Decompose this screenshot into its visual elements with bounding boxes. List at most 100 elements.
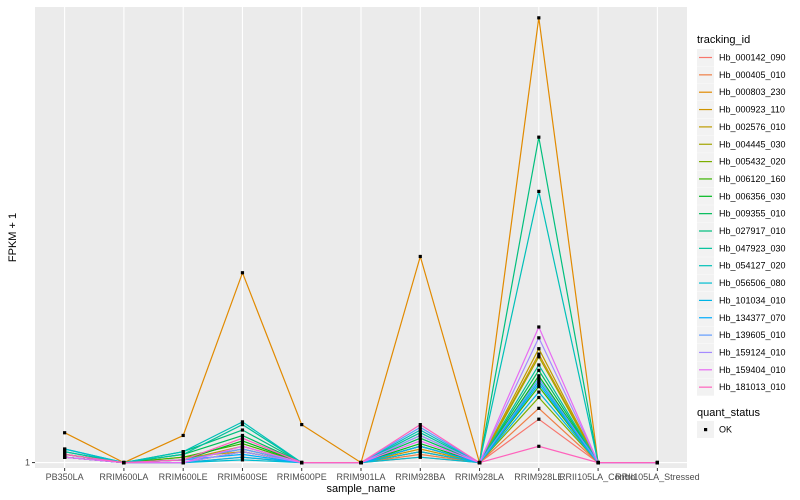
legend-label: Hb_159404_010 bbox=[719, 365, 786, 375]
data-point bbox=[181, 450, 185, 454]
y-axis-title: FPKM + 1 bbox=[7, 213, 19, 262]
data-point bbox=[537, 406, 541, 410]
data-point bbox=[596, 460, 600, 465]
legend-label: Hb_005432_020 bbox=[719, 157, 786, 167]
data-point bbox=[181, 452, 185, 457]
data-point bbox=[240, 423, 245, 427]
legend-label: Hb_056506_080 bbox=[719, 278, 786, 288]
legend-label: Hb_004445_030 bbox=[719, 139, 786, 149]
data-point bbox=[63, 431, 67, 435]
data-point bbox=[240, 271, 245, 275]
data-point bbox=[537, 374, 541, 378]
data-point bbox=[537, 325, 541, 329]
data-point bbox=[240, 455, 245, 459]
legend-label: Hb_054127_020 bbox=[719, 261, 786, 271]
legend-label: Hb_159124_010 bbox=[719, 347, 786, 357]
data-point bbox=[537, 336, 541, 340]
x-tick-label: RRII105LA_Stressed bbox=[615, 472, 700, 482]
legend-title: tracking_id bbox=[697, 34, 750, 46]
data-point bbox=[359, 460, 363, 465]
x-tick-label: RRIM600PE bbox=[277, 472, 327, 482]
data-point bbox=[418, 436, 422, 440]
data-point bbox=[240, 452, 245, 457]
data-point bbox=[418, 452, 422, 457]
data-point bbox=[418, 439, 422, 443]
y-axis-ticks: 1 bbox=[25, 458, 35, 468]
data-point bbox=[418, 428, 422, 432]
legend-label: Hb_181013_010 bbox=[719, 382, 786, 392]
data-point bbox=[240, 436, 245, 440]
data-point bbox=[537, 417, 541, 421]
data-point bbox=[537, 444, 541, 448]
data-point bbox=[418, 431, 422, 435]
data-point bbox=[537, 385, 541, 389]
data-point bbox=[240, 439, 245, 443]
legend-label: Hb_006120_160 bbox=[719, 174, 786, 184]
point-legend-items: OK bbox=[697, 421, 732, 438]
data-point bbox=[418, 450, 422, 454]
data-point bbox=[300, 460, 304, 465]
data-point bbox=[537, 395, 541, 400]
data-point bbox=[537, 376, 541, 381]
data-point bbox=[537, 379, 541, 383]
x-tick-label: RRII105LA_Control bbox=[559, 472, 637, 482]
x-axis-title: sample_name bbox=[326, 483, 395, 495]
point-legend-title: quant_status bbox=[697, 407, 760, 419]
data-point bbox=[477, 460, 482, 465]
data-point bbox=[418, 447, 422, 451]
data-point bbox=[122, 460, 126, 465]
legend-label: Hb_134377_070 bbox=[719, 313, 786, 323]
data-point bbox=[537, 390, 541, 394]
data-point bbox=[63, 452, 67, 457]
data-point bbox=[418, 433, 422, 438]
data-point bbox=[240, 428, 245, 432]
legend-label: Hb_006356_030 bbox=[719, 191, 786, 201]
y-tick-label: 1 bbox=[25, 458, 30, 468]
data-point bbox=[537, 363, 541, 367]
data-point bbox=[181, 433, 185, 438]
data-point bbox=[240, 447, 245, 451]
data-point bbox=[537, 368, 541, 372]
data-point bbox=[418, 441, 422, 446]
data-point bbox=[240, 433, 245, 438]
data-point bbox=[240, 444, 245, 448]
legend-label: Hb_002576_010 bbox=[719, 122, 786, 132]
x-tick-label: PB350LA bbox=[46, 472, 84, 482]
data-point bbox=[181, 460, 185, 465]
x-tick-label: RRIM600SE bbox=[217, 472, 267, 482]
x-tick-label: RRIM928LA bbox=[455, 472, 504, 482]
data-point bbox=[240, 420, 245, 424]
data-point bbox=[537, 352, 541, 356]
legend-label: Hb_101034_010 bbox=[719, 295, 786, 305]
x-tick-label: RRIM600LE bbox=[159, 472, 208, 482]
data-point bbox=[63, 455, 67, 459]
data-point bbox=[418, 423, 422, 427]
data-point bbox=[537, 382, 541, 386]
data-point bbox=[537, 135, 541, 139]
x-axis-ticks: PB350LA RRIM600LA RRIM600LE RRIM600SE RRIM60… bbox=[46, 468, 700, 482]
data-point bbox=[240, 458, 245, 462]
x-tick-label: RRIM600LA bbox=[99, 472, 148, 482]
legend-label: Hb_000923_110 bbox=[719, 105, 785, 115]
legend-label: Hb_000142_090 bbox=[719, 53, 786, 63]
data-point bbox=[63, 447, 67, 451]
data-point bbox=[300, 423, 304, 427]
data-point bbox=[63, 450, 67, 454]
legend: tracking_id Hb_000142_090 Hb_000405_010 Hb… bbox=[697, 34, 786, 438]
data-point bbox=[418, 444, 422, 448]
data-point bbox=[418, 254, 422, 259]
legend-label: Hb_000405_010 bbox=[719, 70, 786, 80]
legend-label: Hb_139605_010 bbox=[719, 330, 786, 340]
legend-items: Hb_000142_090 Hb_000405_010 Hb_000803_230 H… bbox=[697, 49, 786, 396]
data-point bbox=[240, 441, 245, 446]
x-tick-label: RRIM901LA bbox=[336, 472, 385, 482]
legend-label: Hb_047923_030 bbox=[719, 243, 786, 253]
data-point bbox=[181, 455, 185, 459]
data-point bbox=[537, 347, 541, 351]
x-tick-label: RRIM928BA bbox=[395, 472, 445, 482]
series-points bbox=[63, 16, 659, 465]
x-tick-label: RRIM928LE bbox=[514, 472, 563, 482]
point-legend-label: OK bbox=[719, 425, 732, 435]
data-point bbox=[537, 189, 541, 193]
data-point bbox=[655, 460, 659, 465]
